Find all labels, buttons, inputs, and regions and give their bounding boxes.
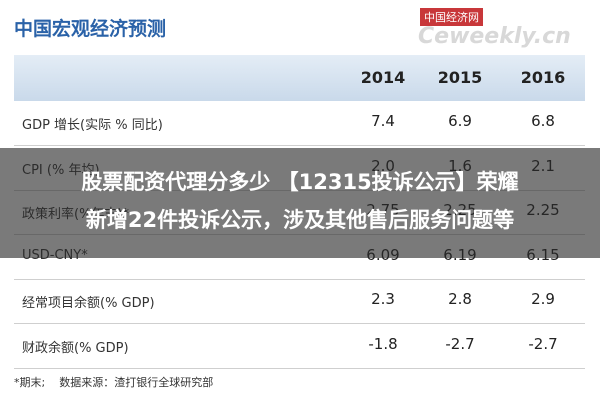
cell: 6.8 — [531, 112, 555, 130]
column-header: 2016 — [520, 68, 566, 87]
watermark-site: Ceweekly.cn — [418, 24, 571, 49]
cell: 7.4 — [371, 112, 395, 130]
column-header: 2015 — [437, 68, 483, 87]
cell: -2.7 — [445, 334, 475, 353]
table-header — [14, 55, 585, 101]
row-label: 经常项目余额(% GDP) — [22, 296, 155, 311]
source: 数据来源：渣打银行全球研究部 — [59, 376, 214, 389]
cell: -1.8 — [368, 334, 398, 353]
column-header: 2014 — [360, 68, 406, 87]
watermark: 中国经济网 — [420, 8, 483, 26]
row-label: 财政余额(% GDP) — [22, 340, 129, 356]
overlay-text: 新增22件投诉公示，涉及其他售后服务问题等 — [85, 208, 515, 232]
row-divider — [14, 278, 585, 280]
overlay-band — [0, 148, 600, 258]
row-divider — [14, 323, 585, 324]
footnote: *期末; — [14, 376, 46, 389]
cell: 2.9 — [531, 290, 555, 308]
row-divider — [14, 145, 585, 146]
cell: 2.8 — [448, 290, 472, 308]
cell: -2.7 — [528, 334, 558, 353]
row-divider — [14, 367, 585, 369]
overlay-text: 股票配资代理分多少 【12315投诉公示】荣耀 — [81, 170, 519, 194]
cell: 2.3 — [371, 290, 395, 308]
row-label: GDP 增长(实际 % 同比) — [22, 118, 163, 133]
title: 中国宏观经济预测 — [14, 18, 167, 40]
footer: *期末; 数据来源：渣打银行全球研究部 — [14, 374, 213, 390]
cell: 6.9 — [448, 112, 472, 130]
